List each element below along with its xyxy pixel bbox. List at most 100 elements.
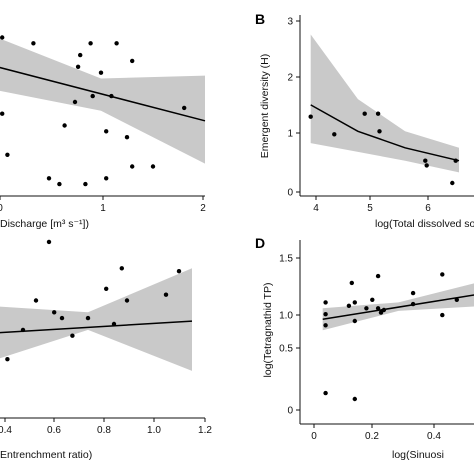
panel-b-y-ticks: 0 1 2 3 xyxy=(287,17,300,199)
panel-a-point xyxy=(31,41,36,46)
panel-a-point xyxy=(90,93,95,99)
panel-c-x-tick-label: 0.8 xyxy=(97,425,111,436)
panel-c-point xyxy=(5,357,10,362)
panel-b-point xyxy=(450,180,455,186)
panel-c: 0.4 0.6 0.8 1.0 1.2 Entrenchment ratio) xyxy=(0,239,212,461)
panel-c-x-tick-label: 0.6 xyxy=(47,425,61,436)
panel-a-point xyxy=(62,123,67,128)
panel-a-point xyxy=(104,176,109,181)
panel-d-point xyxy=(440,312,445,318)
panel-a-fit-line xyxy=(0,66,206,122)
panel-a-x-ticks: 0 1 2 xyxy=(0,196,206,214)
panel-a-x-tick-label: 1 xyxy=(100,203,106,214)
panel-a-point xyxy=(109,93,114,99)
panel-d-point xyxy=(352,318,357,324)
panel-d-point xyxy=(370,297,375,302)
panel-d-points xyxy=(323,272,459,402)
panel-d-point xyxy=(381,307,387,313)
panel-d-point xyxy=(454,297,459,302)
panel-d-point xyxy=(375,273,381,279)
panel-a-point xyxy=(46,176,52,181)
panel-b-letter: B xyxy=(255,11,265,27)
panel-c-point xyxy=(163,292,169,297)
panel-b-x-label: log(Total dissolved so xyxy=(375,218,474,230)
panel-c-point xyxy=(124,298,130,303)
panel-a-point xyxy=(72,99,78,105)
panel-b-confidence-band xyxy=(310,34,459,173)
panel-d-y-ticks: 0 0.5 1.0 1.5 xyxy=(279,254,300,417)
panel-a-point xyxy=(130,58,135,64)
panel-b-y-tick-label: 2 xyxy=(287,73,293,84)
panel-a-point xyxy=(114,41,119,46)
panel-a-point xyxy=(182,105,187,111)
panel-d-x-tick-label: 0.2 xyxy=(365,431,379,442)
panel-a-point xyxy=(0,35,5,40)
panel-c-x-tick-label: 1.2 xyxy=(198,425,212,436)
panel-b-x-tick-label: 4 xyxy=(313,203,319,214)
panel-d-y-tick-label: 0 xyxy=(287,406,293,417)
panel-d-point xyxy=(410,290,416,296)
panel-d-point xyxy=(323,390,328,396)
panel-b-point xyxy=(308,114,313,119)
panel-b-x-tick-label: 6 xyxy=(425,203,431,214)
panel-d-point xyxy=(346,303,352,308)
panel-b-y-tick-label: 3 xyxy=(287,17,293,28)
panel-b-point xyxy=(377,129,382,134)
panel-d-point xyxy=(323,323,328,328)
panel-c-point xyxy=(33,298,39,303)
panel-d-letter: D xyxy=(255,235,265,251)
panel-c-x-ticks: 0.4 0.6 0.8 1.0 1.2 xyxy=(0,418,212,436)
panel-c-point xyxy=(70,333,75,338)
panel-c-point xyxy=(20,327,26,333)
panel-d-point xyxy=(352,396,357,402)
panel-b-x-tick-label: 5 xyxy=(367,203,373,214)
panel-a: 0 1 2 Discharge [m³ s⁻¹]) xyxy=(0,35,206,230)
panel-d-y-tick-label: 0.5 xyxy=(279,344,293,355)
panel-b-x-ticks: 4 5 6 xyxy=(313,196,431,214)
panel-b-point xyxy=(424,163,429,168)
panel-d-y-label: log(Tetragnathid TP) xyxy=(262,283,274,378)
panel-b-point xyxy=(375,111,381,116)
panel-d-point xyxy=(323,312,328,317)
panel-c-point xyxy=(46,239,52,245)
panel-a-point xyxy=(83,181,88,187)
panel-b-point xyxy=(362,111,367,116)
panel-a-point xyxy=(88,41,93,46)
panel-d-point xyxy=(410,301,416,307)
panel-d: D 0 0.2 0.4 0 0.5 1.0 1.5 log(Sinuosi log(Tet… xyxy=(255,235,474,461)
panel-b-points xyxy=(308,111,458,186)
panel-c-point xyxy=(176,269,182,274)
panel-d-x-tick-label: 0.4 xyxy=(427,431,441,442)
panel-d-point xyxy=(323,300,328,305)
panel-a-point xyxy=(104,129,109,134)
panel-b-y-tick-label: 0 xyxy=(287,188,293,199)
panel-c-point xyxy=(119,266,125,271)
panel-d-x-label: log(Sinuosi xyxy=(392,449,444,461)
panel-b-point xyxy=(332,132,337,137)
panel-c-x-label: Entrenchment ratio) xyxy=(0,449,92,461)
panel-b: B 4 5 6 0 1 2 3 log(Total dissolved so Emerge… xyxy=(255,11,474,230)
panel-b-fit-line xyxy=(310,104,460,162)
panel-d-fit-line xyxy=(322,294,474,321)
panel-d-y-tick-label: 1.0 xyxy=(279,311,293,322)
panel-d-point xyxy=(349,280,354,286)
panel-a-confidence-band xyxy=(0,38,205,164)
panel-c-fit-line xyxy=(0,320,193,334)
panel-a-point xyxy=(78,52,83,58)
panel-b-point xyxy=(423,158,428,163)
panel-c-point xyxy=(104,286,109,291)
panel-d-point xyxy=(378,310,384,315)
panel-a-x-tick-label: 0 xyxy=(0,203,3,214)
panel-a-point xyxy=(150,164,156,169)
panel-d-point xyxy=(440,272,445,277)
panel-c-point xyxy=(85,315,91,321)
panel-b-point xyxy=(453,158,458,163)
panel-c-points xyxy=(5,239,182,362)
panel-a-point xyxy=(0,111,5,116)
panel-d-point xyxy=(364,306,369,311)
panel-d-x-ticks: 0 0.2 0.4 xyxy=(311,424,441,442)
panel-c-point xyxy=(111,321,117,327)
panel-d-point xyxy=(375,306,381,311)
panel-a-point xyxy=(98,70,104,75)
